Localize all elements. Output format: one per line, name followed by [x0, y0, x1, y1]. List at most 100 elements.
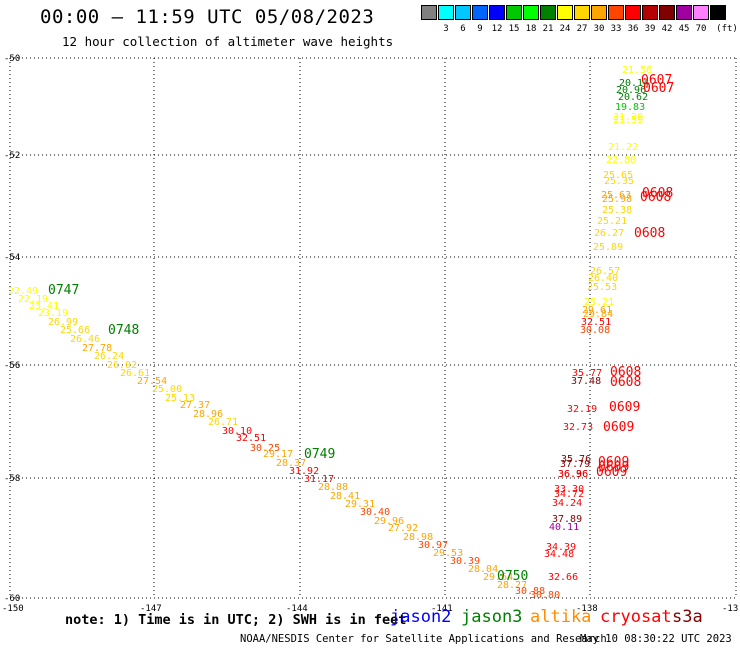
longitude-label: -144: [286, 604, 308, 614]
swh-value-west: 29.31: [345, 499, 375, 510]
legend-swatch: [591, 5, 607, 20]
swh-value-east: 29.84: [583, 309, 613, 320]
pass-time-label: 0607: [643, 81, 674, 96]
swh-value-west: 26.61: [120, 368, 150, 379]
swh-value-west: 32.51: [236, 433, 266, 444]
latitude-label: -60: [4, 594, 20, 604]
swh-value-east: 19.83: [615, 102, 645, 113]
swh-value-east: 25.98: [602, 194, 632, 205]
pass-time-label: 0608: [610, 365, 641, 380]
credit-line: NOAA/NESDIS Center for Satellite Applica…: [240, 633, 607, 645]
swh-value-east: 34.39: [546, 542, 576, 553]
satellite-jason3: jason3: [461, 607, 523, 627]
swh-value-west: 28.27: [497, 580, 527, 591]
swh-value-east: 20.62: [618, 92, 648, 103]
legend-swatch: [676, 5, 692, 20]
swh-value-east: 35.77: [572, 368, 602, 379]
swh-value-west: 26.02: [107, 360, 137, 371]
swh-value-east: 20.96: [616, 85, 646, 96]
satellite-cryosat: cryosat: [600, 607, 672, 627]
swh-value-east: 26.57: [590, 266, 620, 277]
longitude-label: -147: [140, 604, 162, 614]
swh-value-east: 33.30: [554, 484, 584, 495]
legend-swatch: [608, 5, 624, 20]
swh-value-west: 27.78: [82, 343, 112, 354]
legend-swatch: [574, 5, 590, 20]
swh-value-east: 21.30: [613, 112, 643, 123]
pass-time-label: 0608: [642, 186, 673, 201]
swh-value-east: 37.89: [552, 514, 582, 525]
legend-label: 15: [508, 24, 520, 34]
legend-label: 33: [610, 24, 622, 34]
legend-label: 21: [542, 24, 554, 34]
swh-value-west: 23.19: [38, 308, 68, 319]
swh-value-east: 25.89: [593, 242, 623, 253]
swh-value-west: 25.00: [152, 384, 182, 395]
pass-time-label: 0609: [609, 400, 640, 415]
swh-value-west: 22.49: [8, 286, 38, 297]
swh-value-west: 28.41: [330, 491, 360, 502]
satellite-altika: altika: [530, 607, 592, 627]
legend-label: 12: [491, 24, 503, 34]
legend-swatch: [438, 5, 454, 20]
footer-note: note: 1) Time is in UTC; 2) SWH is in fe…: [65, 612, 407, 628]
pass-time-label: 0749: [304, 447, 335, 462]
pass-time-label: 0608: [640, 190, 671, 205]
swh-value-east: 25.63: [601, 190, 631, 201]
legend-swatch: [523, 5, 539, 20]
pass-time-label: 0607: [641, 73, 672, 88]
swh-value-west: 26.99: [48, 317, 78, 328]
longitude-label: -13: [722, 604, 738, 614]
swh-value-east: 32.73: [563, 422, 593, 433]
pass-time-label: 0609: [598, 460, 629, 475]
legend-swatch: [710, 5, 726, 20]
latitude-label: -52: [4, 151, 20, 161]
swh-value-west: 28.98: [403, 532, 433, 543]
swh-value-west: 31.92: [289, 466, 319, 477]
swh-value-east: 25.53: [587, 282, 617, 293]
pass-time-label: 0608: [610, 375, 641, 390]
swh-value-west: 29.64: [483, 572, 513, 583]
swh-value-west: 31.17: [304, 474, 334, 485]
legend-label: 70: [695, 24, 707, 34]
legend-swatch: [540, 5, 556, 20]
swh-value-east: 30.08: [580, 325, 610, 336]
swh-value-east: 20.14: [619, 78, 649, 89]
swh-value-east: 36.96: [558, 469, 588, 480]
swh-value-west: 30.40: [360, 507, 390, 518]
swh-value-east: 26.27: [594, 228, 624, 239]
legend-swatch: [693, 5, 709, 20]
swh-value-west: 30.10: [222, 426, 252, 437]
swh-value-east: 36.36: [558, 469, 588, 480]
pass-time-label: 0609: [598, 455, 629, 470]
swh-value-west: 30.25: [250, 443, 280, 454]
legend-label: 42: [661, 24, 673, 34]
swh-value-east: 25.65: [603, 170, 633, 181]
swh-value-east: 35.76: [561, 454, 591, 465]
legend-swatch: [557, 5, 573, 20]
swh-value-west: 26.71: [208, 417, 238, 428]
latitude-label: -54: [4, 253, 20, 263]
swh-value-east: 21.22: [608, 142, 638, 153]
legend-swatch: [506, 5, 522, 20]
swh-value-east: 25.38: [602, 205, 632, 216]
legend-swatch: [421, 5, 437, 20]
longitude-label: -138: [576, 604, 598, 614]
swh-value-east: 32.66: [548, 572, 578, 583]
longitude-label: -141: [431, 604, 453, 614]
generated-timestamp: May 10 08:30:22 UTC 2023: [580, 633, 732, 645]
latitude-label: -56: [4, 361, 20, 371]
legend-label: 30: [593, 24, 605, 34]
swh-value-west: 28.04: [468, 564, 498, 575]
swh-value-east: 26.40: [588, 273, 618, 284]
longitude-label: -150: [2, 604, 24, 614]
swh-value-west: 29.17: [263, 449, 293, 460]
legend-unit: (ft): [716, 24, 738, 34]
swh-value-west: 26.46: [70, 334, 100, 345]
legend-swatch: [659, 5, 675, 20]
swh-value-west: 28.88: [318, 482, 348, 493]
swh-value-west: 30.88: [515, 586, 545, 597]
swh-value-west: 27.37: [180, 400, 210, 411]
